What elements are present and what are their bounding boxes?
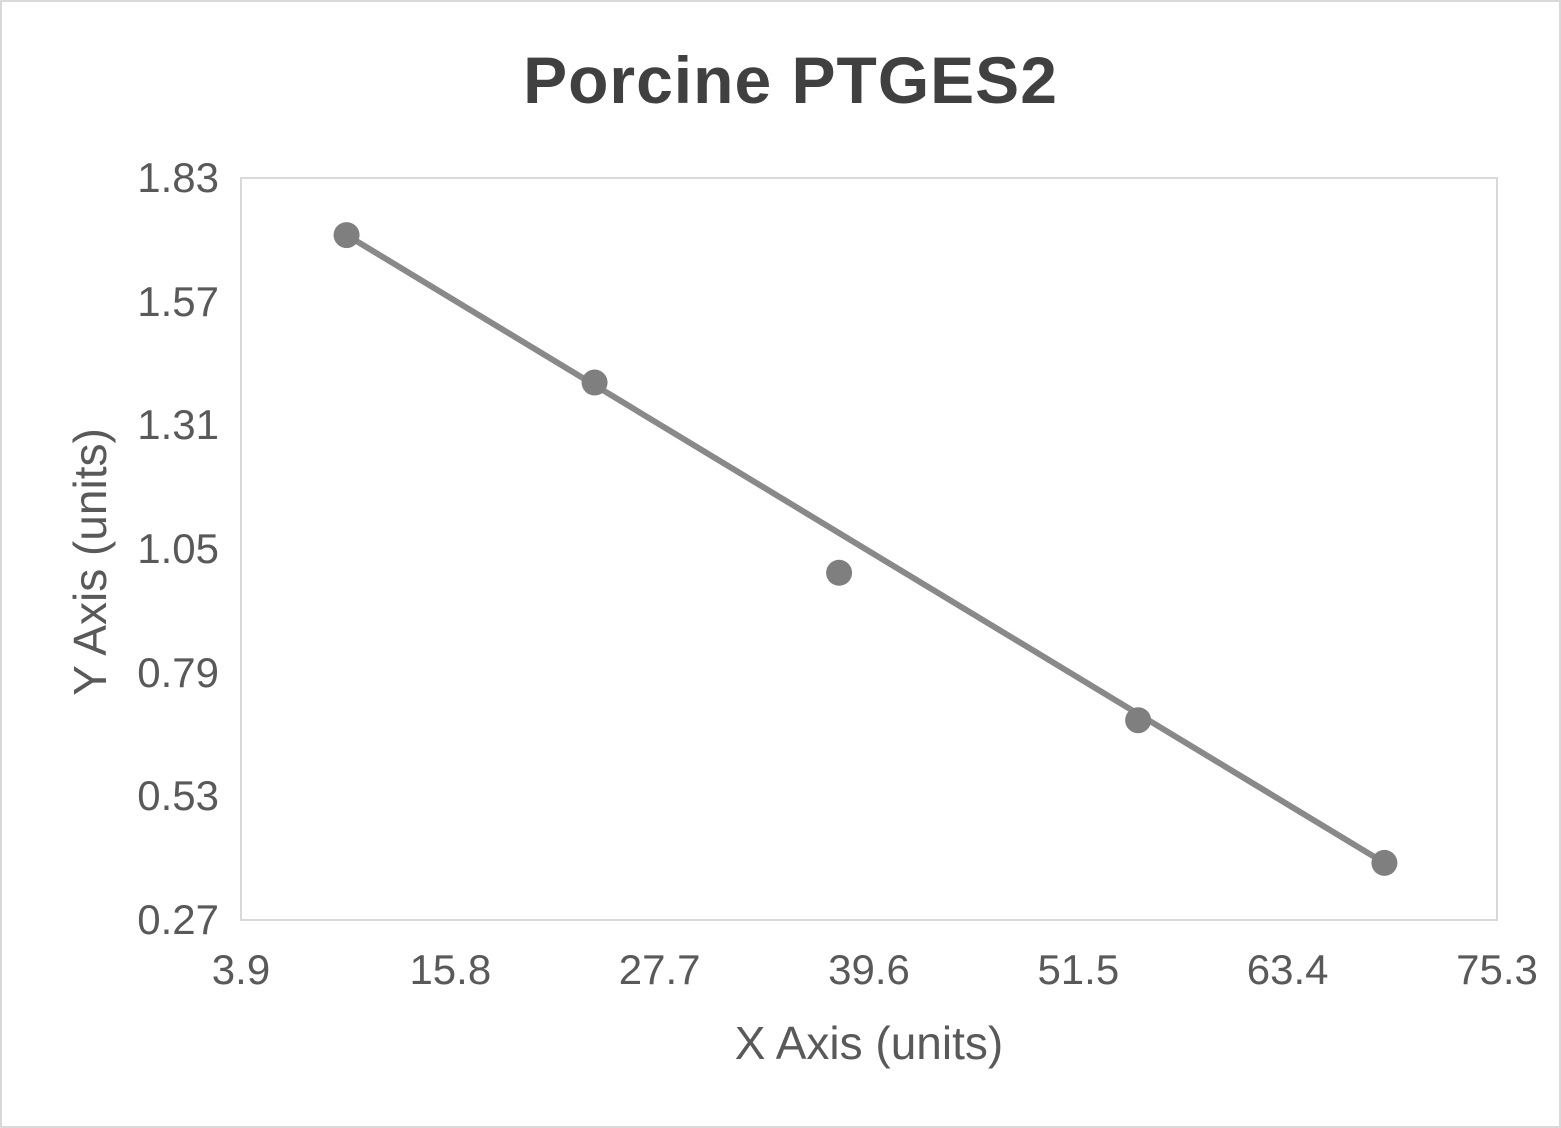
x-axis-tick-label: 75.3 <box>1456 946 1538 993</box>
x-axis-tick-label: 39.6 <box>828 946 910 993</box>
x-axis-tick-label: 63.4 <box>1246 946 1329 993</box>
chart-title: Porcine PTGES2 <box>523 43 1058 117</box>
trendline <box>343 232 1388 866</box>
y-axis-tick-label: 0.79 <box>137 648 219 696</box>
y-axis-tick-label: 1.05 <box>137 525 219 572</box>
y-axis-tick-label: 1.57 <box>137 277 219 325</box>
y-axis-tick-label: 1.31 <box>137 401 219 449</box>
data-point-marker <box>1371 849 1398 876</box>
y-axis-tick-label: 0.27 <box>137 896 219 943</box>
x-axis-title: X Axis (units) <box>734 1017 1004 1069</box>
data-point-marker <box>1125 707 1152 734</box>
y-axis-title: Y Axis (units) <box>64 428 116 696</box>
y-axis-tick-label: 1.83 <box>137 154 219 201</box>
plot-border <box>240 177 1498 921</box>
data-point-marker <box>826 559 853 586</box>
y-axis-tick-label: 0.53 <box>137 772 219 820</box>
x-axis-tick-label: 27.7 <box>618 946 701 993</box>
x-axis-tick-label: 51.5 <box>1037 946 1120 993</box>
data-point-marker <box>581 369 608 396</box>
x-axis-tick-label: 3.9 <box>211 946 271 993</box>
x-axis-tick-label: 15.8 <box>409 946 492 993</box>
data-point-marker <box>333 222 360 249</box>
